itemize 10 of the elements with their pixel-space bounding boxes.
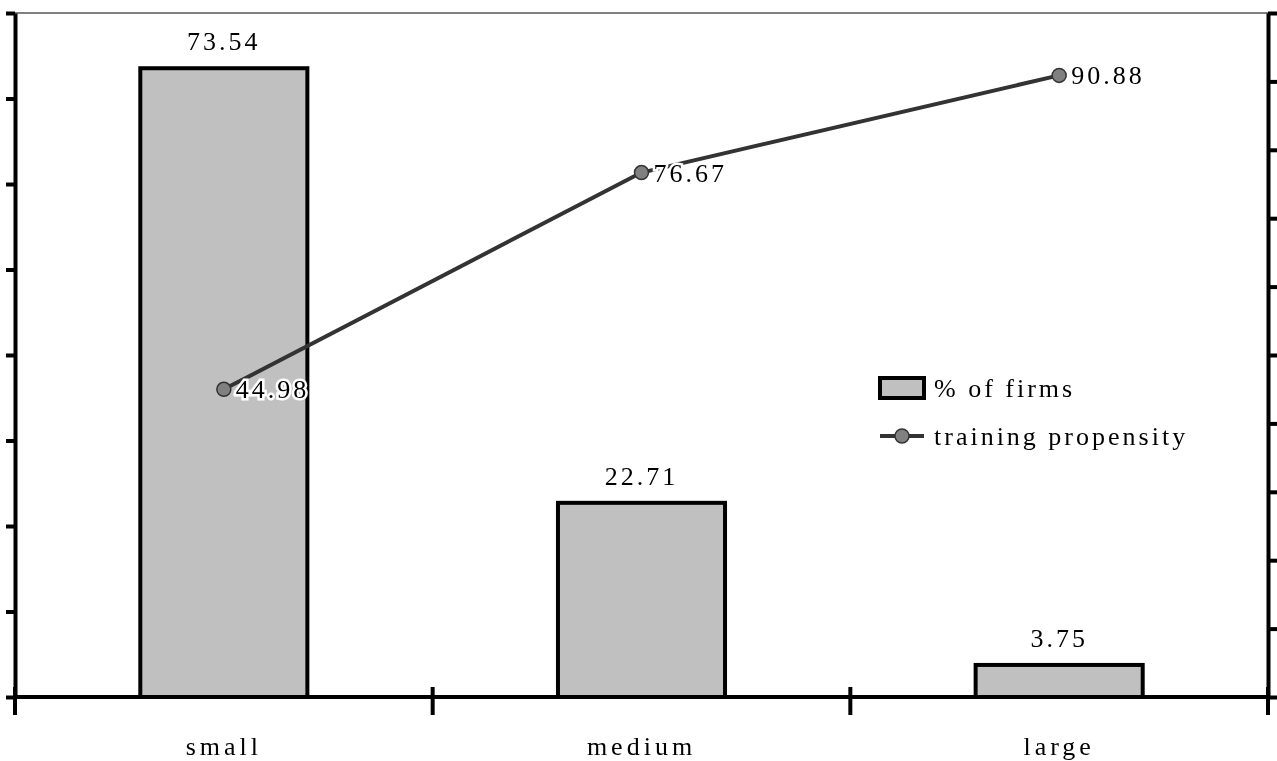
legend-label: % of firms [934, 374, 1076, 403]
data-label: 90.88 [1071, 61, 1145, 91]
x-tick-label: small [185, 732, 263, 761]
x-tick-label: medium [586, 732, 697, 761]
data-label: 73.54 [187, 27, 261, 57]
legend-label: training propensity [934, 422, 1189, 451]
data-label: 76.67 [653, 158, 727, 188]
data-label: 22.71 [604, 461, 679, 491]
data-label: 3.75 [1030, 623, 1088, 653]
x-tick-label: large [1023, 732, 1095, 761]
